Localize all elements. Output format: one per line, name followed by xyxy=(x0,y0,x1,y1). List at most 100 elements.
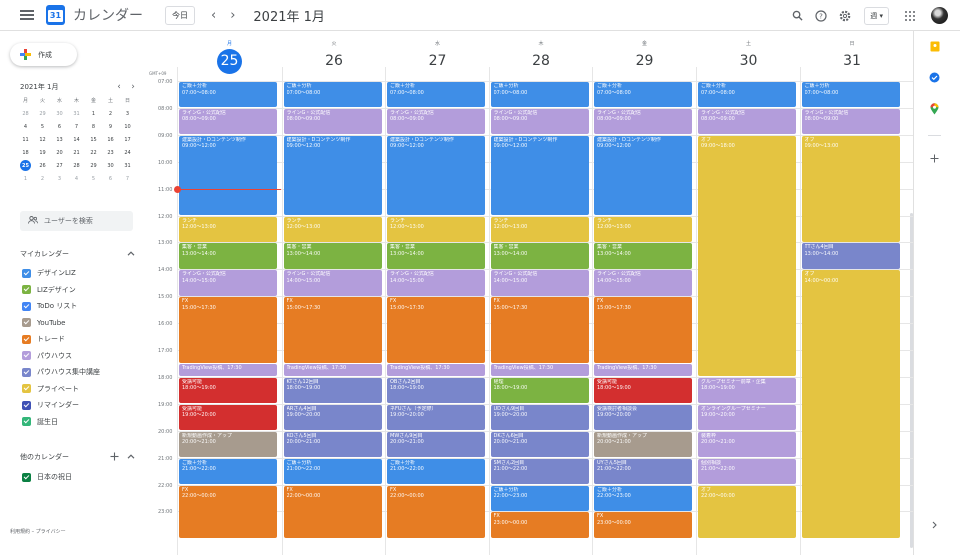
calendar-event[interactable]: FX 23:00〜00:00 xyxy=(490,512,589,538)
keep-icon[interactable] xyxy=(929,41,940,52)
calendar-event[interactable]: ラインG・公式配信 08:00〜09:00 xyxy=(594,108,692,135)
mini-day[interactable]: 28 xyxy=(22,110,29,117)
calendar-list-item[interactable]: トレード xyxy=(22,331,142,348)
calendar-event[interactable]: FX 22:00〜00:00 xyxy=(283,485,382,538)
add-addon-icon[interactable] xyxy=(929,153,940,164)
mini-day[interactable]: 9 xyxy=(108,123,113,130)
calendar-event[interactable]: ご飯＋分析 07:00〜08:00 xyxy=(698,82,796,108)
expand-panel-chevron-icon[interactable] xyxy=(929,519,940,530)
day-header[interactable]: 月 25 xyxy=(178,31,281,81)
calendar-event[interactable]: ランチ 12:00〜13:00 xyxy=(283,216,382,242)
calendar-event[interactable]: TradingView投稿、17:30 xyxy=(179,364,277,377)
calendar-event[interactable]: 受講可能 18:00〜19:00 xyxy=(179,377,277,404)
calendar-event[interactable]: ラインG・公式配信 08:00〜09:00 xyxy=(698,108,796,135)
calendar-event[interactable]: FX 15:00〜17:30 xyxy=(179,297,277,363)
calendar-event[interactable]: ご飯＋分析 07:00〜08:00 xyxy=(801,82,900,108)
calendar-event[interactable]: TradingView投稿、17:30 xyxy=(283,364,382,377)
mini-day[interactable]: 4 xyxy=(23,123,28,130)
mini-day[interactable]: 11 xyxy=(22,136,29,143)
mini-next-icon[interactable]: › xyxy=(131,82,135,92)
calendar-event[interactable]: 受講検討者相談会 19:00〜20:00 xyxy=(594,404,692,431)
settings-gear-icon[interactable] xyxy=(838,9,852,23)
mini-day[interactable]: 3 xyxy=(57,175,62,182)
mini-day[interactable]: 1 xyxy=(91,110,96,117)
calendar-event[interactable]: DKさん6回目 20:00〜21:00 xyxy=(490,431,589,458)
day-date[interactable]: 28 xyxy=(532,53,550,69)
calendar-event[interactable]: 装着枠 20:00〜21:00 xyxy=(698,431,796,458)
calendar-event[interactable]: ラインG・公式配信 08:00〜09:00 xyxy=(283,108,382,135)
mini-day[interactable]: 10 xyxy=(124,123,131,130)
calendar-event[interactable]: オフ 09:00〜13:00 xyxy=(801,135,900,242)
calendar-event[interactable]: ラインG・公式配信 08:00〜09:00 xyxy=(801,108,900,135)
create-button[interactable]: 作成 xyxy=(10,43,77,66)
other-calendars-header[interactable]: 他のカレンダー xyxy=(20,450,135,464)
day-date[interactable]: 26 xyxy=(325,53,343,69)
calendar-checkbox[interactable] xyxy=(22,301,31,311)
calendar-event[interactable]: 集客・営業 13:00〜14:00 xyxy=(490,243,589,269)
calendar-event[interactable]: FX 15:00〜17:30 xyxy=(594,297,692,363)
calendar-event[interactable]: TradingView投稿、17:30 xyxy=(490,364,589,377)
calendar-event[interactable]: TTさん4回目 13:00〜14:00 xyxy=(801,243,900,269)
calendar-checkbox[interactable] xyxy=(22,334,31,344)
mini-day[interactable]: 24 xyxy=(124,149,131,156)
help-icon[interactable]: ? xyxy=(814,9,828,23)
view-selector[interactable]: 週 ▾ xyxy=(864,6,889,25)
mini-day[interactable]: 25 xyxy=(20,160,31,171)
mini-day[interactable]: 21 xyxy=(73,149,80,156)
calendar-list-item[interactable]: デザインLIZ xyxy=(22,265,142,282)
mini-day[interactable]: 5 xyxy=(40,123,45,130)
calendar-event[interactable]: ご飯＋分析 22:00〜23:00 xyxy=(490,485,589,511)
calendar-event[interactable]: TradingView投稿、17:30 xyxy=(387,364,485,377)
calendar-event[interactable]: ご飯＋分析 07:00〜08:00 xyxy=(387,82,485,108)
calendar-list-item[interactable]: 誕生日 xyxy=(22,414,142,431)
calendar-event[interactable]: 建築設計・Dコンテンツ制作 09:00〜12:00 xyxy=(490,135,589,215)
calendar-event[interactable]: 新規動画作成・アップ 20:00〜21:00 xyxy=(179,431,277,458)
calendar-event[interactable]: OBさん2回目 18:00〜19:00 xyxy=(387,377,485,404)
mini-day[interactable]: 14 xyxy=(73,136,80,143)
day-date[interactable]: 27 xyxy=(428,53,447,69)
calendar-event[interactable]: 集客・営業 13:00〜14:00 xyxy=(283,243,382,269)
calendar-event[interactable]: SMさん2回目 21:00〜22:00 xyxy=(490,458,589,484)
calendar-event[interactable]: 集客・営業 13:00〜14:00 xyxy=(594,243,692,269)
calendar-event[interactable]: ご飯＋分析 07:00〜08:00 xyxy=(179,82,277,108)
mini-day[interactable]: 22 xyxy=(90,149,97,156)
calendar-event[interactable]: ランチ 12:00〜13:00 xyxy=(387,216,485,242)
calendar-checkbox[interactable] xyxy=(22,351,31,361)
day-header[interactable]: 木 28 xyxy=(490,31,593,81)
calendar-event[interactable]: ご飯＋分析 07:00〜08:00 xyxy=(490,82,589,108)
apps-grid-icon[interactable] xyxy=(905,10,915,21)
day-date[interactable]: 29 xyxy=(635,53,654,69)
calendar-event[interactable]: TradingView投稿、17:30 xyxy=(594,364,692,377)
calendar-event[interactable]: ラインG・公式配信 08:00〜09:00 xyxy=(179,108,277,135)
calendar-event[interactable]: 個別相談 21:00〜22:00 xyxy=(698,458,796,484)
mini-day[interactable]: 23 xyxy=(107,149,114,156)
calendar-event[interactable]: ラインG・公式配信 14:00〜15:00 xyxy=(179,270,277,296)
calendar-event[interactable]: 受講可能 19:00〜20:00 xyxy=(179,404,277,431)
calendar-event[interactable]: 集客・営業 13:00〜14:00 xyxy=(387,243,485,269)
calendar-event[interactable]: 集客・営業 13:00〜14:00 xyxy=(179,243,277,269)
calendar-checkbox[interactable] xyxy=(22,472,31,482)
calendar-event[interactable]: UYさん5回目 21:00〜22:00 xyxy=(594,458,692,484)
calendar-event[interactable]: 建築設計・Dコンテンツ制作 09:00〜12:00 xyxy=(283,135,382,215)
day-date[interactable]: 30 xyxy=(739,53,758,69)
calendar-list-item[interactable]: プライベート xyxy=(22,381,142,398)
calendar-list-item[interactable]: パウハウス xyxy=(22,348,142,365)
my-calendars-header[interactable]: マイカレンダー xyxy=(20,247,135,261)
calendar-list-item[interactable]: リマインダー xyxy=(22,397,142,414)
account-avatar[interactable] xyxy=(931,7,948,24)
calendar-checkbox[interactable] xyxy=(22,268,31,278)
calendar-event[interactable]: ラインG・公式配信 14:00〜15:00 xyxy=(490,270,589,296)
mini-day[interactable]: 2 xyxy=(108,110,113,117)
calendar-checkbox[interactable] xyxy=(22,318,31,328)
calendar-event[interactable]: FX 23:00〜00:00 xyxy=(594,512,692,538)
calendar-event[interactable]: ラインG・公式配信 08:00〜09:00 xyxy=(490,108,589,135)
mini-day[interactable]: 18 xyxy=(22,149,29,156)
people-search-input[interactable]: ユーザーを検索 xyxy=(20,211,133,231)
calendar-event[interactable]: FX 22:00〜00:00 xyxy=(387,485,485,538)
calendar-event[interactable]: ご飯＋分析 21:00〜22:00 xyxy=(387,458,485,484)
mini-day[interactable]: 13 xyxy=(56,136,63,143)
calendar-list-item[interactable]: YouTube xyxy=(22,315,142,332)
mini-day[interactable]: 29 xyxy=(39,110,46,117)
mini-day[interactable]: 31 xyxy=(73,110,80,117)
footer-links[interactable]: 利用規約 – プライバシー xyxy=(10,529,66,535)
